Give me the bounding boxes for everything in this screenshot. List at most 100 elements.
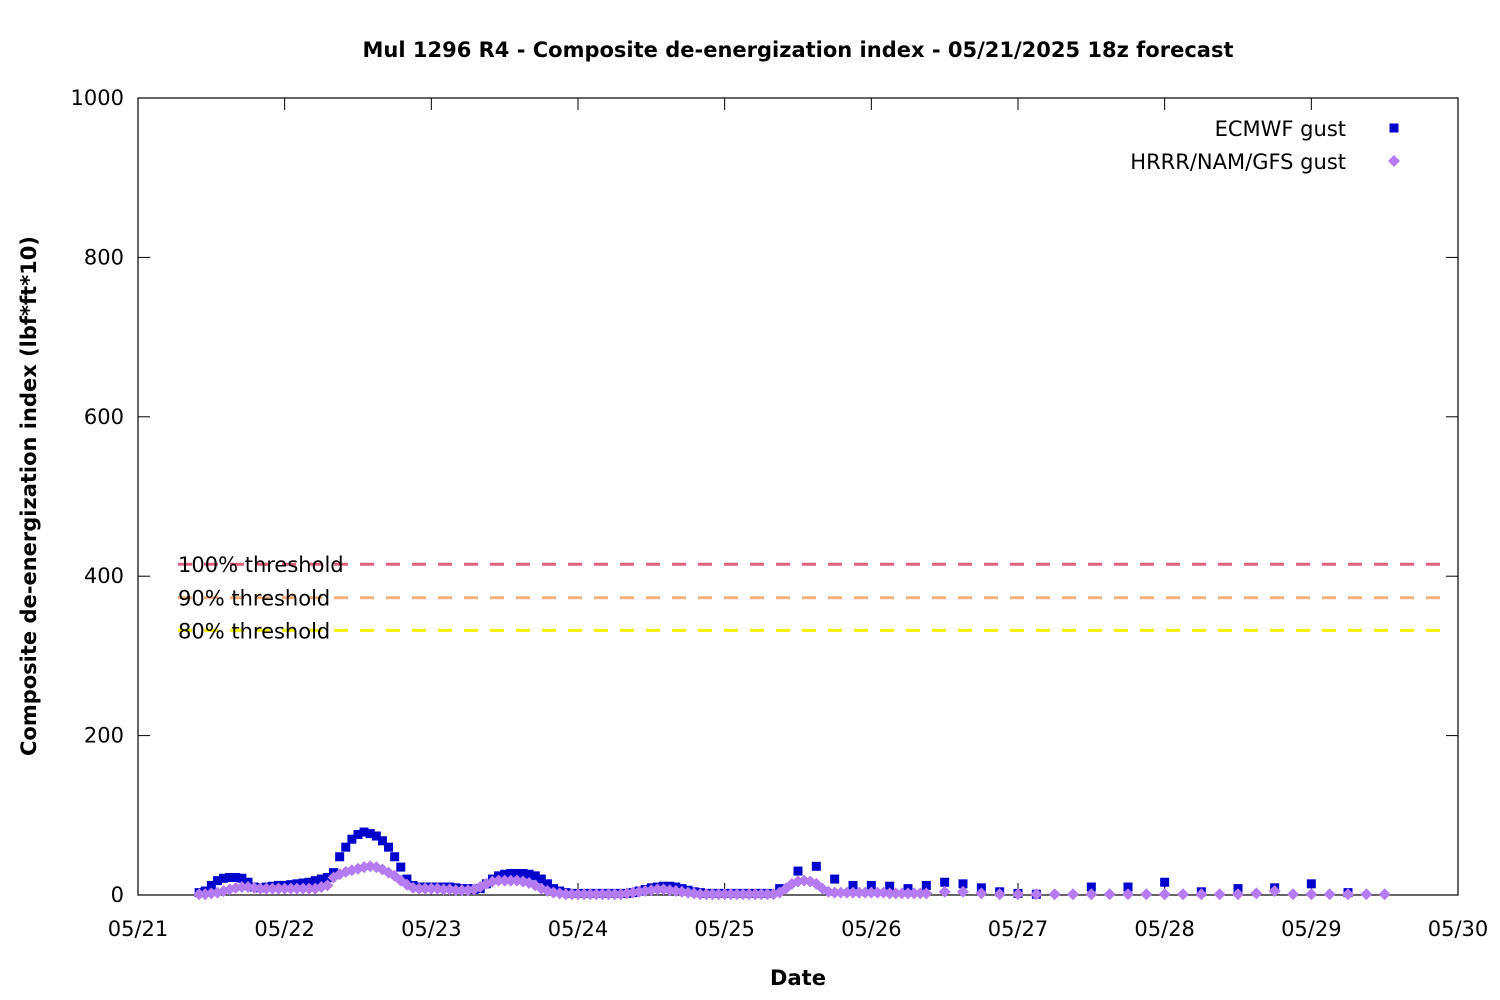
- data-point: [396, 862, 406, 872]
- data-point: [1378, 888, 1391, 901]
- data-point: [975, 887, 988, 900]
- data-point: [1048, 888, 1061, 901]
- data-point: [455, 884, 468, 897]
- data-point: [590, 888, 603, 901]
- data-point: [859, 886, 872, 899]
- data-point: [1086, 882, 1096, 892]
- data-point: [492, 874, 505, 887]
- data-point: [316, 874, 326, 884]
- data-point: [260, 882, 273, 895]
- data-point: [1158, 888, 1171, 901]
- y-tick-label: 400: [84, 564, 124, 588]
- x-axis: 05/21 05/22 05/23 05/24 05/25 05/26 05/27 05/28…: [108, 98, 1488, 941]
- data-point: [706, 888, 719, 901]
- x-tick-label: 05/25: [694, 917, 755, 941]
- data-point: [524, 869, 534, 879]
- legend-label: HRRR/NAM/GFS gust: [1130, 150, 1346, 174]
- data-point: [341, 842, 351, 852]
- data-point: [413, 882, 426, 895]
- data-series: [193, 827, 1391, 901]
- data-point: [811, 861, 821, 871]
- data-point: [559, 888, 572, 901]
- data-point: [921, 880, 931, 890]
- data-point: [512, 868, 522, 878]
- data-point: [1012, 888, 1024, 901]
- data-point: [830, 874, 840, 884]
- data-point: [1287, 888, 1299, 901]
- data-point: [883, 887, 896, 900]
- data-point: [1177, 888, 1189, 901]
- data-point: [848, 880, 858, 890]
- data-point: [608, 888, 621, 901]
- data-point: [335, 852, 345, 862]
- data-point: [390, 852, 400, 862]
- data-point: [219, 873, 229, 883]
- data-point: [237, 873, 247, 883]
- data-point: [737, 888, 749, 901]
- data-point: [700, 888, 713, 901]
- plot-frame: [137, 97, 1459, 896]
- data-point: [321, 879, 334, 892]
- data-point: [304, 877, 314, 887]
- data-point: [743, 888, 756, 901]
- data-point: [712, 888, 725, 901]
- x-tick-label: 05/23: [401, 917, 462, 941]
- x-tick-label: 05/26: [841, 917, 902, 941]
- data-point: [895, 887, 908, 900]
- data-point: [920, 887, 933, 900]
- data-point: [1067, 888, 1079, 901]
- data-point: [206, 880, 216, 890]
- data-point: [958, 879, 968, 889]
- data-point: [504, 874, 517, 887]
- data-point: [840, 886, 853, 899]
- data-point: [377, 836, 387, 846]
- data-point: [847, 886, 859, 899]
- x-tick-label: 05/21: [108, 917, 169, 941]
- data-point: [1268, 885, 1281, 898]
- legend-label: ECMWF gust: [1215, 117, 1346, 141]
- data-point: [602, 888, 615, 901]
- data-point: [914, 887, 927, 900]
- x-tick-label: 05/24: [548, 917, 609, 941]
- data-point: [596, 888, 609, 901]
- data-point: [578, 888, 591, 901]
- data-point: [449, 884, 462, 897]
- data-point: [1085, 888, 1098, 901]
- x-tick-label: 05/28: [1134, 917, 1195, 941]
- data-point: [359, 827, 369, 837]
- chart-title: Mul 1296 R4 - Composite de-energization …: [363, 38, 1234, 62]
- data-point: [225, 872, 235, 882]
- data-point: [536, 874, 546, 884]
- data-point: [212, 876, 222, 886]
- threshold-label: 80% threshold: [178, 619, 330, 643]
- data-point: [1140, 888, 1153, 901]
- y-tick-label: 200: [84, 724, 124, 748]
- data-point: [437, 883, 450, 896]
- data-point: [866, 880, 876, 890]
- data-point: [193, 888, 206, 901]
- data-point: [278, 882, 291, 895]
- data-point: [235, 881, 248, 894]
- data-point: [231, 872, 241, 882]
- data-point: [871, 886, 884, 899]
- threshold-lines: 100% threshold 90% threshold 80% threshold: [178, 553, 1442, 643]
- data-point: [828, 886, 841, 899]
- data-point: [793, 866, 803, 876]
- data-point: [371, 831, 381, 841]
- data-point: [542, 879, 552, 889]
- data-point: [530, 871, 540, 881]
- legend: ECMWF gust HRRR/NAM/GFS gust: [1130, 117, 1400, 174]
- data-point: [353, 829, 363, 839]
- legend-marker: [1389, 123, 1399, 133]
- data-point: [1213, 888, 1226, 901]
- data-point: [384, 842, 394, 852]
- data-point: [1323, 888, 1336, 901]
- data-point: [572, 888, 584, 901]
- data-point: [584, 888, 597, 901]
- data-point: [498, 874, 511, 887]
- data-point: [1305, 888, 1318, 901]
- data-point: [518, 868, 528, 878]
- data-point: [322, 872, 332, 882]
- data-point: [425, 882, 438, 895]
- data-point: [500, 869, 510, 879]
